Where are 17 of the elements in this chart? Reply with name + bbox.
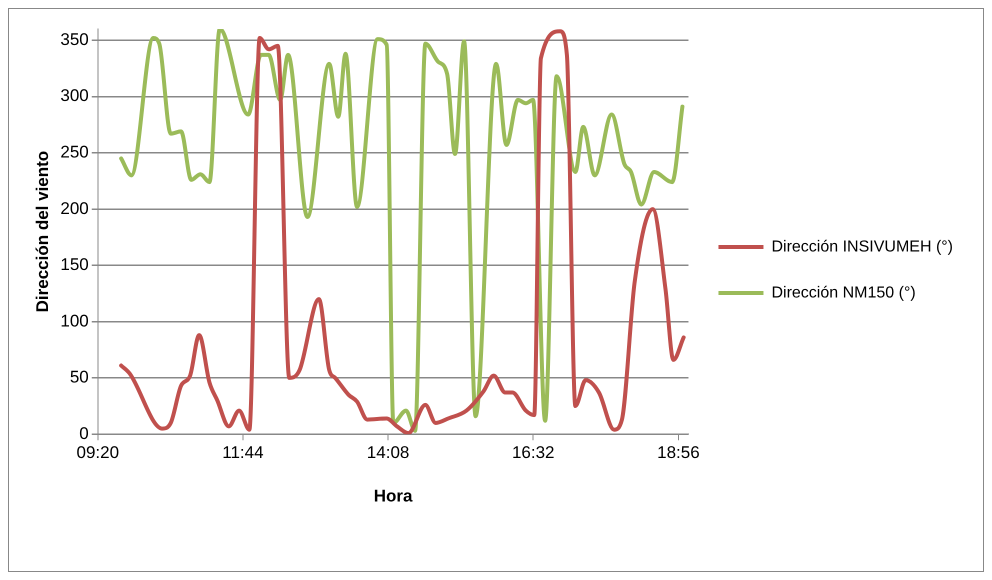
- y-tick-label: 350: [60, 30, 89, 49]
- x-tick-label: 16:32: [512, 443, 555, 462]
- y-tick-label: 250: [60, 142, 89, 162]
- x-tick-label: 18:56: [657, 443, 700, 462]
- y-axis-title: Dirección del viento: [32, 150, 52, 312]
- x-tick-label: 14:08: [366, 443, 410, 462]
- x-tick-label: 09:20: [76, 443, 120, 462]
- y-tick-label: 50: [70, 368, 89, 387]
- y-tick-label: 100: [60, 311, 89, 330]
- x-tick-label: 11:44: [222, 443, 264, 462]
- legend-label: Dirección INSIVUMEH (°): [771, 238, 953, 256]
- y-tick-label: 300: [60, 86, 89, 106]
- legend-label: Dirección NM150 (°): [771, 284, 916, 302]
- y-tick-label: 200: [60, 198, 89, 218]
- x-axis-title: Hora: [374, 486, 414, 506]
- y-tick-label: 0: [79, 424, 89, 443]
- y-tick-label: 150: [60, 255, 89, 274]
